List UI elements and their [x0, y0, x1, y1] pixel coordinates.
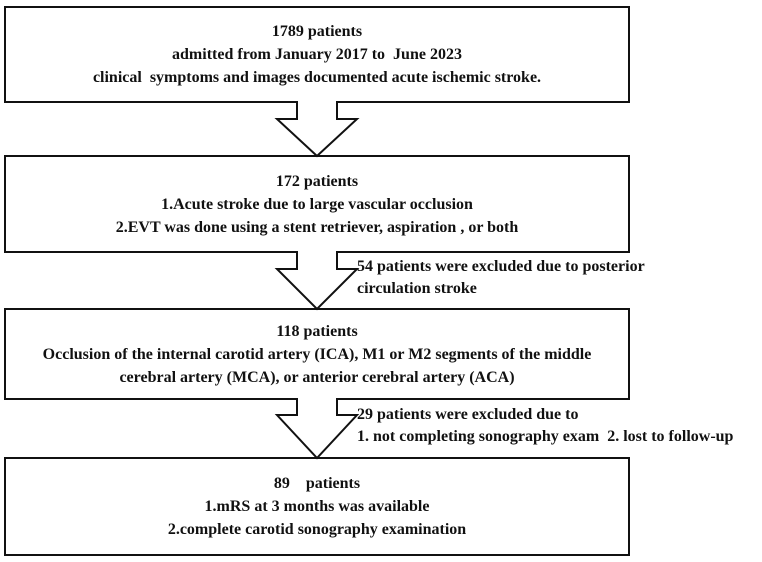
- criteria-line: 2.complete carotid sonography examinatio…: [167, 521, 467, 538]
- patient-count: 172 patients: [275, 172, 359, 190]
- down-arrow-icon: [274, 99, 360, 158]
- criteria-line: 1.mRS at 3 months was available: [204, 498, 430, 515]
- exclusion-line: 54 patients were excluded due to posteri…: [357, 258, 645, 275]
- criteria-line: cerebral artery (MCA), or anterior cereb…: [119, 368, 515, 386]
- patient-count: 118 patients: [276, 322, 358, 340]
- patient-count: 89 patients: [273, 475, 361, 492]
- down-arrow-icon: [274, 249, 360, 311]
- flow-box-occlusion: 118 patients Occlusion of the internal c…: [4, 308, 630, 400]
- flow-box-enrollment: 1789 patients admitted from January 2017…: [4, 6, 630, 103]
- criteria-line: admitted from January 2017 to June 2023: [172, 46, 462, 63]
- criteria-line: 1.Acute stroke due to large vascular occ…: [161, 195, 473, 213]
- criteria-line: 2.EVT was done using a stent retriever, …: [115, 218, 519, 236]
- exclusion-line: 29 patients were excluded due to: [357, 406, 579, 423]
- down-arrow-icon: [274, 396, 360, 460]
- exclusion-line: 1. not completing sonography exam 2. los…: [357, 428, 734, 445]
- flow-box-evt: 172 patients 1.Acute stroke due to large…: [4, 155, 630, 253]
- criteria-line: Occlusion of the internal carotid artery…: [42, 345, 592, 363]
- exclusion-line: circulation stroke: [357, 280, 477, 297]
- exclusion-note-followup: 29 patients were excluded due to 1. not …: [357, 404, 759, 448]
- patient-count: 1789 patients: [271, 23, 363, 40]
- exclusion-note-posterior: 54 patients were excluded due to posteri…: [357, 256, 759, 300]
- criteria-line: clinical symptoms and images documented …: [92, 69, 542, 86]
- flow-box-final-cohort: 89 patients 1.mRS at 3 months was availa…: [4, 457, 630, 556]
